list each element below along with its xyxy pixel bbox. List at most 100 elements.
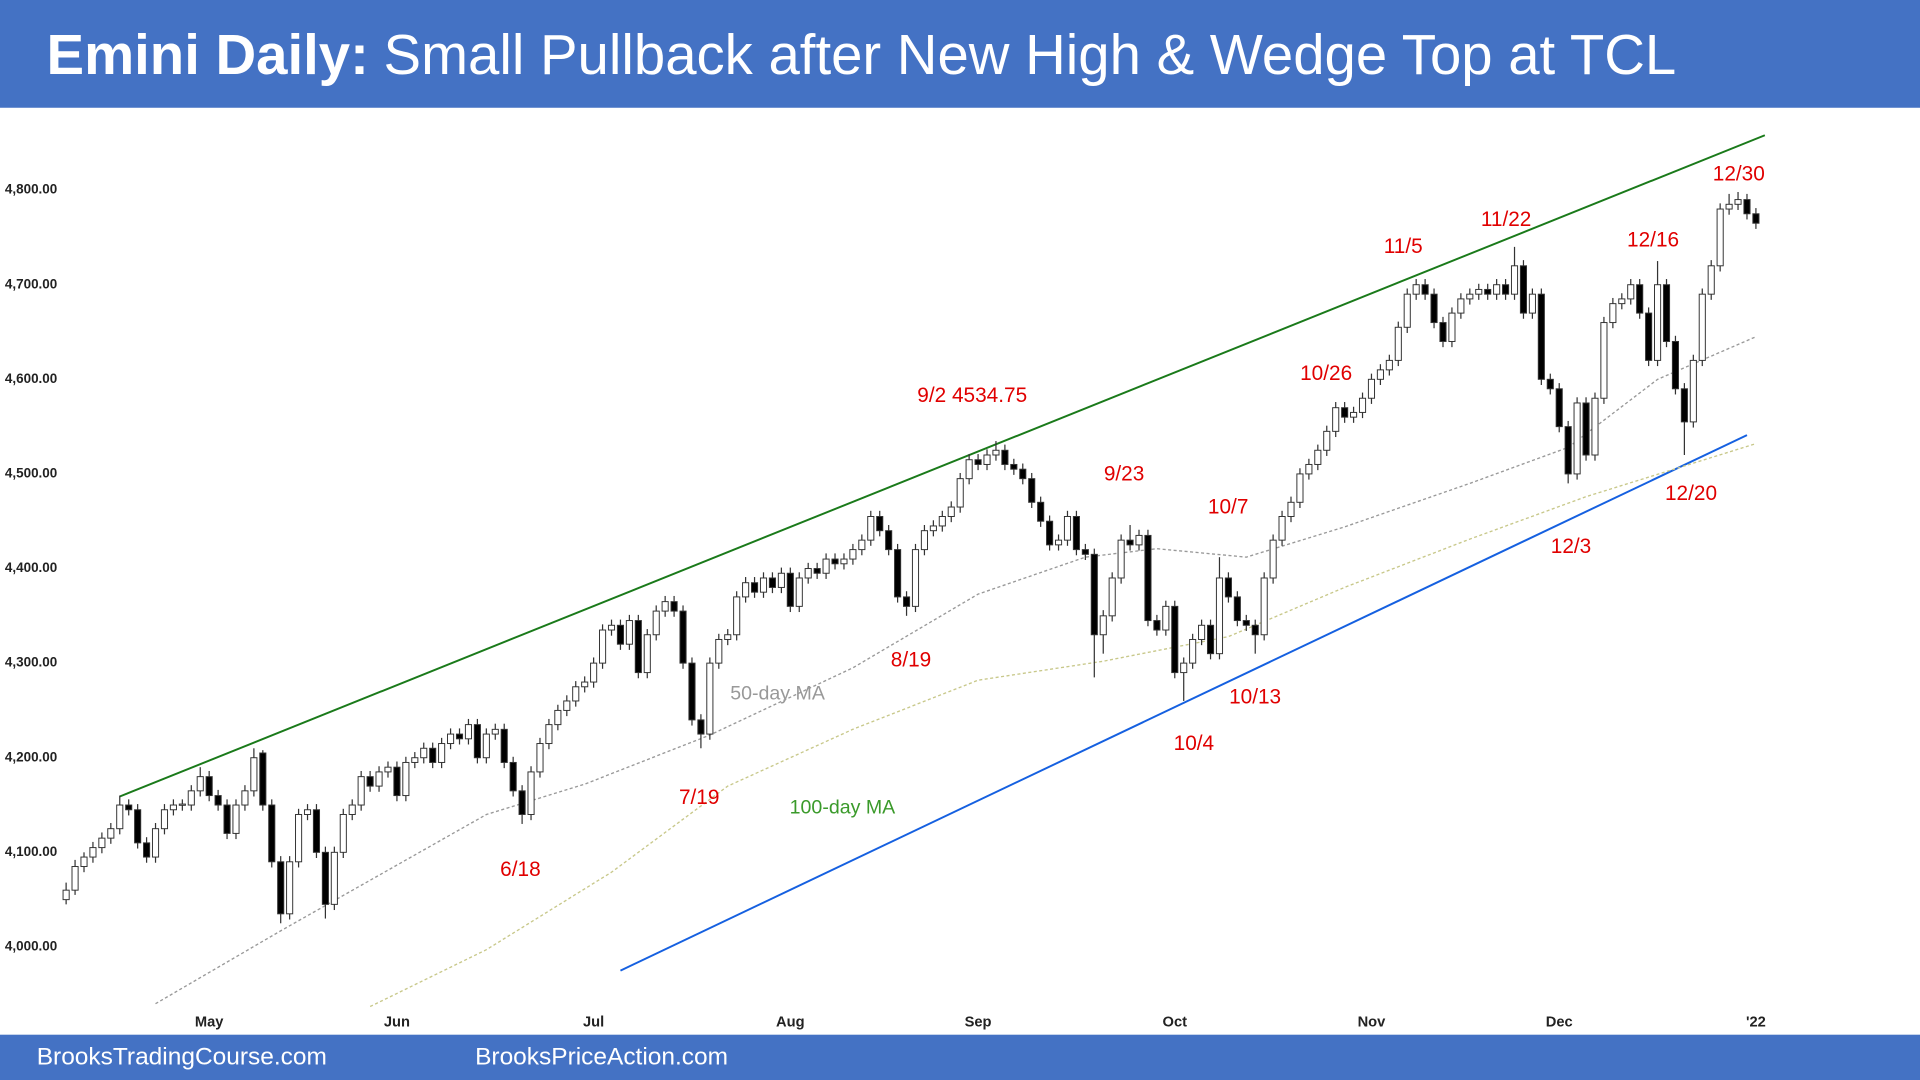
annotation: 10/7	[1208, 496, 1248, 519]
candle-body	[1645, 312, 1653, 361]
candle-body	[232, 804, 240, 834]
candle-body	[295, 813, 303, 863]
candle-body	[196, 776, 204, 792]
candle-body	[1600, 322, 1608, 399]
candle-body	[1430, 293, 1438, 324]
candle-body	[455, 733, 464, 740]
candle-body	[1457, 298, 1465, 314]
y-tick-label: 4,300.00	[5, 655, 57, 670]
candle-body	[625, 620, 633, 645]
x-tick-label: Dec	[1546, 1014, 1573, 1030]
candle-body	[768, 577, 776, 588]
candle-body	[652, 610, 660, 636]
trendline	[119, 134, 1766, 798]
candle-body	[464, 724, 473, 740]
candle-body	[1189, 638, 1197, 664]
candle-body	[1224, 577, 1232, 598]
footer-right: BrooksPriceAction.com	[475, 1043, 728, 1070]
candle-body	[1564, 426, 1572, 475]
candle-body	[1662, 284, 1671, 342]
candle-body	[1260, 577, 1268, 636]
candle-body	[1233, 596, 1241, 622]
candle-body	[1448, 312, 1456, 342]
candle-body	[1466, 293, 1474, 300]
candle-body	[1332, 407, 1340, 432]
candle-body	[1680, 388, 1688, 423]
candle-body	[1037, 501, 1045, 522]
candle-body	[1269, 539, 1277, 579]
candle-body	[947, 506, 955, 517]
ma-label: 100-day MA	[790, 796, 896, 818]
candle-body	[974, 459, 982, 465]
y-tick-label: 4,700.00	[5, 276, 57, 291]
candle-body	[1725, 203, 1733, 210]
candle-body	[813, 568, 821, 574]
candle-body	[518, 790, 526, 815]
candle-body	[1153, 620, 1161, 631]
candle-body	[1081, 549, 1089, 555]
candle-body	[581, 681, 589, 688]
annotation: 12/3	[1551, 535, 1591, 558]
candle-body	[1367, 378, 1376, 399]
candle-body	[1072, 516, 1080, 551]
candle-body	[169, 804, 177, 811]
candle-body	[321, 851, 329, 905]
candle-body	[1484, 288, 1492, 295]
candle-body	[500, 728, 508, 763]
candle-body	[312, 809, 321, 853]
candle-body	[697, 719, 705, 735]
candle-body	[822, 558, 830, 574]
candle-body	[572, 686, 580, 702]
annotation: 6/18	[500, 858, 540, 881]
candle-body	[205, 776, 213, 797]
title: Small Pullback after New High & Wedge To…	[384, 23, 1677, 86]
annotation: 9/2 4534.75	[917, 384, 1027, 407]
candle-body	[527, 771, 535, 815]
candle-body	[357, 776, 365, 806]
candle-body	[1618, 298, 1626, 305]
candle-body	[1573, 402, 1581, 475]
candle-body	[1537, 293, 1545, 380]
candle-body	[1376, 369, 1384, 380]
candle-body	[116, 804, 124, 830]
candle-body	[1305, 463, 1313, 475]
candle-body	[1716, 208, 1724, 267]
footer-left: BrooksTradingCourse.com	[37, 1043, 327, 1070]
candle-body	[1698, 293, 1706, 361]
candle-body	[563, 700, 571, 711]
y-tick-label: 4,500.00	[5, 465, 57, 480]
candle-body	[786, 572, 794, 607]
candle-body	[509, 761, 517, 792]
candle-body	[482, 733, 490, 759]
candle-body	[751, 582, 759, 593]
candle-body	[286, 861, 294, 915]
candle-body	[1609, 303, 1617, 324]
annotation: 9/23	[1104, 463, 1144, 486]
candle-body	[759, 577, 768, 593]
candle-body	[1019, 468, 1027, 480]
candle-body	[330, 851, 338, 905]
candle-body	[1385, 359, 1393, 371]
x-tick-label: Sep	[965, 1014, 992, 1030]
candle-body	[634, 620, 642, 674]
x-tick-label: Nov	[1358, 1014, 1387, 1030]
x-tick-label: May	[195, 1014, 224, 1030]
candle-body	[1394, 326, 1402, 361]
annotation: 8/19	[891, 649, 931, 672]
candle-body	[1046, 520, 1054, 546]
candle-body	[1054, 539, 1063, 546]
candle-body	[1493, 284, 1501, 295]
candle-body	[920, 530, 928, 551]
candle-body	[1752, 213, 1760, 224]
candle-body	[160, 809, 169, 830]
candle-body	[250, 757, 258, 792]
candle-body	[339, 813, 347, 853]
candle-body	[661, 601, 669, 612]
candle-body	[473, 724, 481, 759]
moving-average	[369, 442, 1757, 1008]
candle-body	[143, 842, 151, 858]
candle-body	[420, 747, 428, 759]
candle-body	[1341, 407, 1349, 418]
annotation: 7/19	[679, 786, 719, 809]
candle-body	[1135, 534, 1143, 546]
